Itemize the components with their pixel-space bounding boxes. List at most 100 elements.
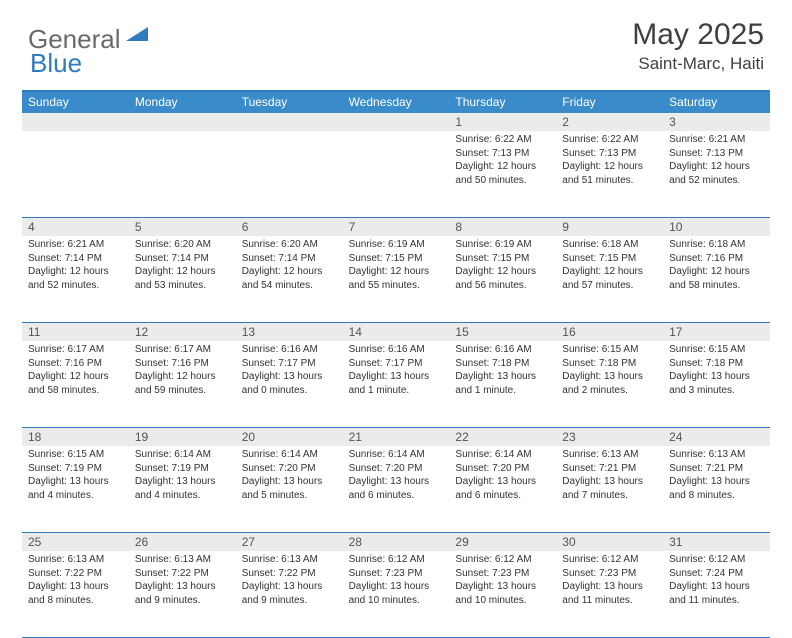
day-cell: Sunrise: 6:19 AMSunset: 7:15 PMDaylight:… bbox=[449, 236, 556, 322]
day-cell: Sunrise: 6:13 AMSunset: 7:21 PMDaylight:… bbox=[556, 446, 663, 532]
day-number: 12 bbox=[129, 323, 236, 341]
day-number: 2 bbox=[556, 113, 663, 131]
day-header-row: SundayMondayTuesdayWednesdayThursdayFrid… bbox=[22, 92, 770, 113]
day-number: 1 bbox=[449, 113, 556, 131]
day-info: Sunrise: 6:15 AMSunset: 7:18 PMDaylight:… bbox=[560, 341, 659, 397]
day-info: Sunrise: 6:17 AMSunset: 7:16 PMDaylight:… bbox=[26, 341, 125, 397]
day-number: 31 bbox=[663, 533, 770, 551]
day-cell: Sunrise: 6:15 AMSunset: 7:19 PMDaylight:… bbox=[22, 446, 129, 532]
day-info: Sunrise: 6:18 AMSunset: 7:16 PMDaylight:… bbox=[667, 236, 766, 292]
day-number: 3 bbox=[663, 113, 770, 131]
logo-triangle-icon bbox=[126, 25, 148, 46]
day-header-cell: Tuesday bbox=[236, 92, 343, 113]
day-cell bbox=[129, 131, 236, 217]
day-cell: Sunrise: 6:14 AMSunset: 7:20 PMDaylight:… bbox=[236, 446, 343, 532]
day-cell: Sunrise: 6:21 AMSunset: 7:13 PMDaylight:… bbox=[663, 131, 770, 217]
day-info: Sunrise: 6:12 AMSunset: 7:23 PMDaylight:… bbox=[560, 551, 659, 607]
week-row: 18192021222324Sunrise: 6:15 AMSunset: 7:… bbox=[22, 428, 770, 533]
logo-text-blue: Blue bbox=[30, 48, 82, 78]
day-info: Sunrise: 6:13 AMSunset: 7:21 PMDaylight:… bbox=[560, 446, 659, 502]
day-info bbox=[26, 131, 125, 133]
day-number: 15 bbox=[449, 323, 556, 341]
day-cell: Sunrise: 6:13 AMSunset: 7:22 PMDaylight:… bbox=[236, 551, 343, 637]
day-cell: Sunrise: 6:16 AMSunset: 7:17 PMDaylight:… bbox=[236, 341, 343, 427]
day-cell: Sunrise: 6:19 AMSunset: 7:15 PMDaylight:… bbox=[343, 236, 450, 322]
day-header-cell: Wednesday bbox=[343, 92, 450, 113]
day-number: 28 bbox=[343, 533, 450, 551]
day-number: 24 bbox=[663, 428, 770, 446]
day-info bbox=[347, 131, 446, 133]
day-number: 26 bbox=[129, 533, 236, 551]
day-info: Sunrise: 6:13 AMSunset: 7:21 PMDaylight:… bbox=[667, 446, 766, 502]
day-cell: Sunrise: 6:12 AMSunset: 7:23 PMDaylight:… bbox=[343, 551, 450, 637]
day-cell: Sunrise: 6:15 AMSunset: 7:18 PMDaylight:… bbox=[663, 341, 770, 427]
day-cell: Sunrise: 6:18 AMSunset: 7:15 PMDaylight:… bbox=[556, 236, 663, 322]
day-number: 19 bbox=[129, 428, 236, 446]
day-number bbox=[129, 113, 236, 131]
day-number: 17 bbox=[663, 323, 770, 341]
day-cell: Sunrise: 6:13 AMSunset: 7:22 PMDaylight:… bbox=[22, 551, 129, 637]
day-info: Sunrise: 6:22 AMSunset: 7:13 PMDaylight:… bbox=[560, 131, 659, 187]
day-cell: Sunrise: 6:12 AMSunset: 7:23 PMDaylight:… bbox=[449, 551, 556, 637]
day-number bbox=[236, 113, 343, 131]
day-info: Sunrise: 6:20 AMSunset: 7:14 PMDaylight:… bbox=[240, 236, 339, 292]
day-cell: Sunrise: 6:22 AMSunset: 7:13 PMDaylight:… bbox=[449, 131, 556, 217]
day-header-cell: Monday bbox=[129, 92, 236, 113]
day-number: 9 bbox=[556, 218, 663, 236]
day-info: Sunrise: 6:16 AMSunset: 7:17 PMDaylight:… bbox=[347, 341, 446, 397]
calendar: SundayMondayTuesdayWednesdayThursdayFrid… bbox=[22, 90, 770, 638]
day-info: Sunrise: 6:19 AMSunset: 7:15 PMDaylight:… bbox=[453, 236, 552, 292]
week-row: 11121314151617Sunrise: 6:17 AMSunset: 7:… bbox=[22, 323, 770, 428]
day-cell: Sunrise: 6:15 AMSunset: 7:18 PMDaylight:… bbox=[556, 341, 663, 427]
day-info: Sunrise: 6:12 AMSunset: 7:23 PMDaylight:… bbox=[347, 551, 446, 607]
week-row: 45678910Sunrise: 6:21 AMSunset: 7:14 PMD… bbox=[22, 218, 770, 323]
day-number: 22 bbox=[449, 428, 556, 446]
day-number: 18 bbox=[22, 428, 129, 446]
day-info: Sunrise: 6:16 AMSunset: 7:18 PMDaylight:… bbox=[453, 341, 552, 397]
week-row: 25262728293031Sunrise: 6:13 AMSunset: 7:… bbox=[22, 533, 770, 638]
day-cell: Sunrise: 6:18 AMSunset: 7:16 PMDaylight:… bbox=[663, 236, 770, 322]
day-header-cell: Friday bbox=[556, 92, 663, 113]
day-info: Sunrise: 6:16 AMSunset: 7:17 PMDaylight:… bbox=[240, 341, 339, 397]
day-cell: Sunrise: 6:14 AMSunset: 7:19 PMDaylight:… bbox=[129, 446, 236, 532]
day-cell: Sunrise: 6:20 AMSunset: 7:14 PMDaylight:… bbox=[129, 236, 236, 322]
day-cell bbox=[22, 131, 129, 217]
day-info: Sunrise: 6:18 AMSunset: 7:15 PMDaylight:… bbox=[560, 236, 659, 292]
logo-blue-wrap: Blue bbox=[30, 48, 82, 79]
day-info: Sunrise: 6:12 AMSunset: 7:24 PMDaylight:… bbox=[667, 551, 766, 607]
daynum-strip: 25262728293031 bbox=[22, 533, 770, 551]
day-number: 10 bbox=[663, 218, 770, 236]
daynum-strip: 18192021222324 bbox=[22, 428, 770, 446]
day-info: Sunrise: 6:13 AMSunset: 7:22 PMDaylight:… bbox=[26, 551, 125, 607]
day-number: 16 bbox=[556, 323, 663, 341]
day-number: 5 bbox=[129, 218, 236, 236]
day-cell: Sunrise: 6:16 AMSunset: 7:18 PMDaylight:… bbox=[449, 341, 556, 427]
day-number: 4 bbox=[22, 218, 129, 236]
day-cell bbox=[343, 131, 450, 217]
day-info: Sunrise: 6:21 AMSunset: 7:14 PMDaylight:… bbox=[26, 236, 125, 292]
day-cell: Sunrise: 6:12 AMSunset: 7:23 PMDaylight:… bbox=[556, 551, 663, 637]
title-block: May 2025 Saint-Marc, Haiti bbox=[632, 18, 764, 74]
day-info: Sunrise: 6:20 AMSunset: 7:14 PMDaylight:… bbox=[133, 236, 232, 292]
day-info bbox=[133, 131, 232, 133]
day-cell: Sunrise: 6:14 AMSunset: 7:20 PMDaylight:… bbox=[449, 446, 556, 532]
week-row: 123Sunrise: 6:22 AMSunset: 7:13 PMDaylig… bbox=[22, 113, 770, 218]
day-info: Sunrise: 6:19 AMSunset: 7:15 PMDaylight:… bbox=[347, 236, 446, 292]
day-cell: Sunrise: 6:22 AMSunset: 7:13 PMDaylight:… bbox=[556, 131, 663, 217]
day-number: 7 bbox=[343, 218, 450, 236]
day-info: Sunrise: 6:14 AMSunset: 7:19 PMDaylight:… bbox=[133, 446, 232, 502]
day-number: 20 bbox=[236, 428, 343, 446]
day-header-cell: Sunday bbox=[22, 92, 129, 113]
day-cell: Sunrise: 6:17 AMSunset: 7:16 PMDaylight:… bbox=[22, 341, 129, 427]
day-cell bbox=[236, 131, 343, 217]
day-number: 14 bbox=[343, 323, 450, 341]
day-number: 25 bbox=[22, 533, 129, 551]
day-cell: Sunrise: 6:13 AMSunset: 7:21 PMDaylight:… bbox=[663, 446, 770, 532]
day-number: 21 bbox=[343, 428, 450, 446]
day-info: Sunrise: 6:14 AMSunset: 7:20 PMDaylight:… bbox=[347, 446, 446, 502]
day-cell: Sunrise: 6:20 AMSunset: 7:14 PMDaylight:… bbox=[236, 236, 343, 322]
day-info: Sunrise: 6:21 AMSunset: 7:13 PMDaylight:… bbox=[667, 131, 766, 187]
day-header-cell: Saturday bbox=[663, 92, 770, 113]
day-info: Sunrise: 6:14 AMSunset: 7:20 PMDaylight:… bbox=[453, 446, 552, 502]
day-number: 8 bbox=[449, 218, 556, 236]
